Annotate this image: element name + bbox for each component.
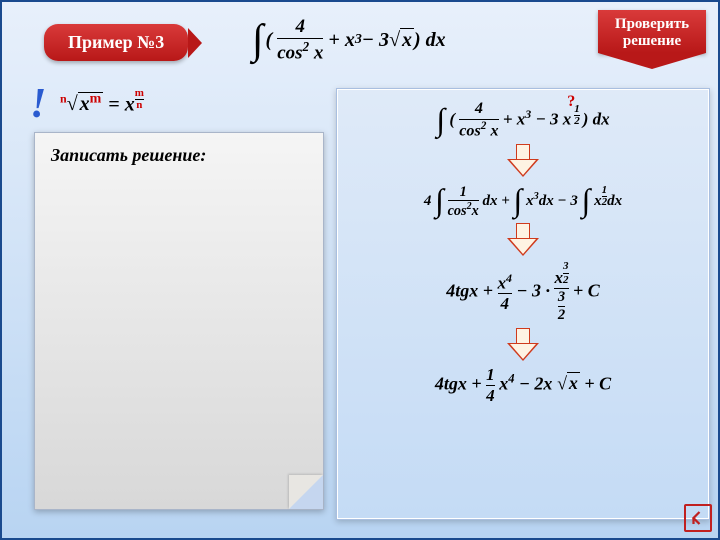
root-identity: n√xm = xmn	[60, 88, 144, 116]
solution-step-4: 4tgx + 14 x4 − 2x √x + C	[337, 366, 709, 405]
write-solution-panel: Записать решение:	[34, 132, 324, 510]
main-frac: 4 cos2 x	[277, 17, 323, 63]
solution-step-3: 4tgx + x4 4 − 3 · x32 32 + C	[337, 261, 709, 323]
solution-panel: ∫ ( 4 cos2 x + x3 − 3 x ? 12 ) dx 4 ∫ 1 …	[336, 88, 710, 520]
root-identity-hint: ! n√xm = xmn	[30, 80, 144, 124]
check-line1: Проверить	[610, 16, 694, 33]
example-tag: Пример №3	[44, 24, 188, 61]
check-line2: решение	[610, 33, 694, 50]
down-arrow-icon	[508, 223, 538, 257]
down-arrow-icon	[508, 328, 538, 362]
exclamation-icon: !	[30, 80, 52, 124]
solution-step-1: ∫ ( 4 cos2 x + x3 − 3 x ? 12 ) dx	[337, 101, 709, 140]
back-icon	[689, 509, 707, 527]
question-mark: ?	[567, 93, 575, 111]
solution-step-2: 4 ∫ 1 cos2x dx + ∫ x3dx − 3 ∫ x12dx	[337, 182, 709, 219]
back-button[interactable]	[684, 504, 712, 532]
check-solution-ribbon[interactable]: Проверить решение	[598, 10, 706, 53]
down-arrow-icon	[508, 144, 538, 178]
write-solution-title: Записать решение:	[51, 145, 307, 166]
main-integral: ∫ ( 4 cos2 x + x3 − 3 √x ) dx	[252, 16, 446, 64]
integral-sign: ∫	[252, 16, 264, 64]
